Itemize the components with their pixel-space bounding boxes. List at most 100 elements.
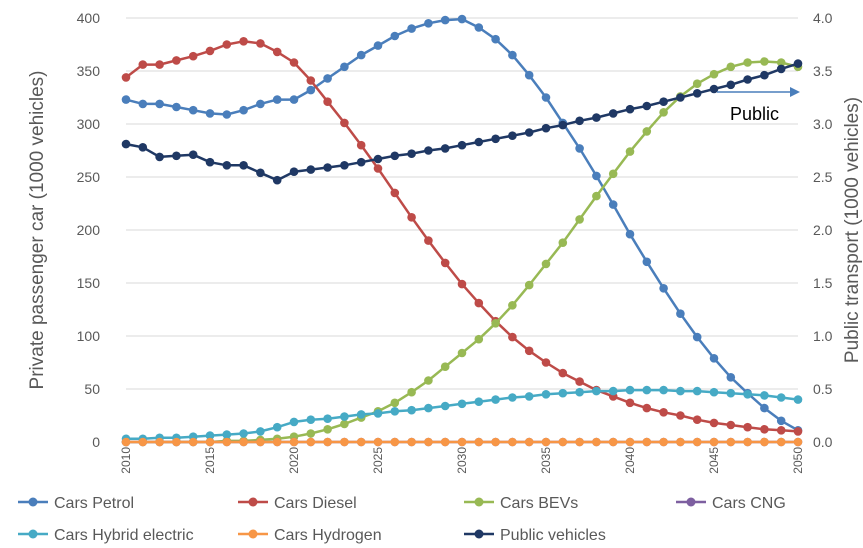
legend-swatch-marker (28, 529, 38, 539)
legend-swatch-marker (474, 497, 484, 507)
data-point (390, 437, 400, 447)
data-point (726, 80, 736, 90)
data-point (340, 412, 349, 421)
public-annotation-label: Public (730, 104, 779, 124)
legend-swatch-marker (686, 497, 696, 507)
data-point (491, 437, 500, 447)
data-point (424, 437, 433, 447)
data-point (676, 93, 685, 102)
data-point (474, 23, 484, 32)
x-tick-label: 2050 (791, 447, 805, 474)
data-point (558, 368, 568, 378)
data-point (205, 46, 215, 56)
legend-item-cars-petrol: Cars Petrol (18, 495, 134, 512)
legend-label: Cars Hybrid electric (54, 527, 194, 544)
data-point (776, 416, 786, 426)
data-point (760, 403, 769, 413)
x-tick-label: 2030 (455, 447, 469, 474)
data-point (356, 157, 366, 167)
data-point (709, 418, 719, 428)
data-point (323, 74, 332, 83)
data-point (743, 75, 752, 84)
data-point (172, 437, 181, 447)
data-point (760, 70, 769, 80)
data-point (474, 334, 484, 344)
data-point (373, 437, 383, 447)
data-point (541, 93, 551, 102)
data-point (440, 258, 450, 268)
data-point (272, 95, 282, 104)
data-point (709, 84, 719, 94)
y2-tick-label: 0.0 (813, 434, 833, 450)
data-point (676, 309, 685, 319)
data-point (424, 376, 433, 385)
data-point (592, 113, 601, 122)
data-point (625, 147, 635, 156)
data-point (726, 437, 736, 447)
data-point (440, 362, 450, 372)
data-point (659, 108, 668, 117)
data-point (205, 109, 215, 118)
data-point (121, 139, 131, 149)
data-point (508, 301, 517, 310)
data-point (222, 161, 232, 170)
data-point (440, 144, 450, 153)
data-point (743, 422, 752, 432)
data-point (760, 391, 769, 400)
data-point (508, 50, 517, 60)
data-point (692, 415, 702, 425)
data-point (608, 169, 618, 179)
data-point (776, 426, 786, 435)
data-point (592, 386, 601, 396)
data-point (340, 419, 349, 429)
data-point (323, 437, 332, 447)
data-point (323, 414, 332, 424)
data-point (373, 41, 383, 50)
y-tick-label: 400 (77, 10, 101, 26)
data-point (155, 437, 164, 447)
data-point (726, 420, 736, 430)
y2-tick-label: 1.0 (813, 328, 833, 344)
data-point (642, 101, 652, 111)
data-point (407, 405, 416, 415)
data-point (524, 70, 534, 80)
data-point (625, 398, 635, 408)
data-point (457, 14, 467, 24)
data-point (474, 137, 484, 147)
data-point (491, 134, 500, 144)
data-point (491, 395, 500, 404)
data-point (256, 168, 265, 178)
data-point (659, 284, 668, 293)
y2-tick-label: 4.0 (813, 10, 833, 26)
series-public-vehicles (121, 59, 803, 185)
data-point (356, 410, 366, 419)
data-point (457, 140, 467, 150)
data-point (541, 390, 551, 399)
data-point (440, 437, 450, 447)
data-point (424, 19, 433, 28)
y-tick-label: 350 (77, 63, 101, 79)
y2-tick-label: 2.5 (813, 169, 833, 185)
data-point (457, 348, 467, 358)
data-point (709, 387, 719, 397)
data-point (440, 15, 450, 25)
data-point (289, 437, 299, 447)
series-cars-diesel (121, 37, 803, 436)
data-point (172, 56, 181, 65)
y2-tick-label: 0.5 (813, 381, 833, 397)
legend-label: Public vehicles (500, 527, 606, 544)
data-point (575, 387, 584, 397)
data-point (306, 76, 316, 85)
data-point (323, 163, 332, 172)
data-point (726, 373, 736, 382)
data-point (407, 387, 416, 397)
data-point (760, 425, 769, 434)
data-point (474, 298, 484, 308)
data-point (407, 149, 416, 158)
data-point (659, 408, 668, 417)
legend-item-cars-hybrid-electric: Cars Hybrid electric (18, 527, 194, 544)
data-point (256, 427, 265, 436)
data-point (625, 229, 635, 239)
data-point (306, 415, 316, 425)
series-cars-hydrogen (121, 437, 803, 447)
